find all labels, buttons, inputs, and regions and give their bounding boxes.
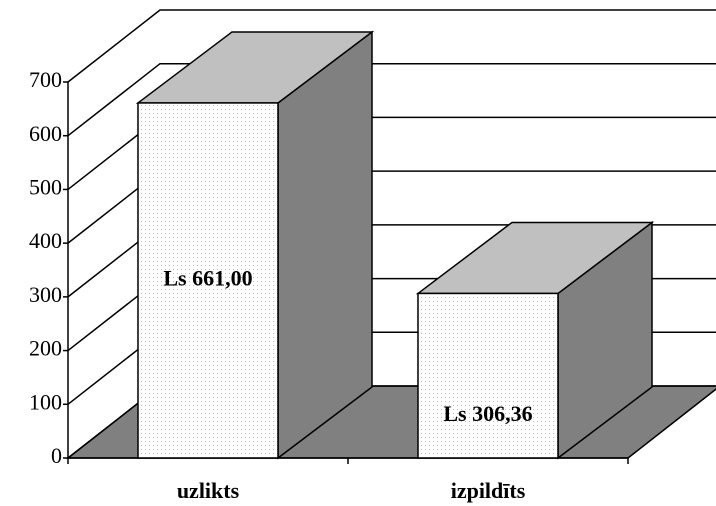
bar-side — [277, 30, 373, 460]
y-tick-label: 300 — [29, 282, 62, 307]
y-tick-label: 0 — [51, 443, 62, 468]
y-tick-label: 100 — [29, 389, 62, 414]
bar — [417, 292, 559, 459]
x-tick-label: uzlikts — [177, 478, 240, 503]
y-tick-label: 500 — [29, 174, 62, 199]
grid-line — [67, 9, 716, 83]
y-tick-label: 400 — [29, 228, 62, 253]
y-tick-label: 700 — [29, 67, 62, 92]
y-tick-label: 200 — [29, 336, 62, 361]
value-label: Ls 306,36 — [443, 401, 532, 426]
bar — [137, 102, 279, 459]
y-tick-label: 600 — [29, 121, 62, 146]
value-label: Ls 661,00 — [163, 266, 252, 291]
x-tick-label: izpildīts — [451, 478, 526, 503]
grid-line — [67, 62, 716, 137]
